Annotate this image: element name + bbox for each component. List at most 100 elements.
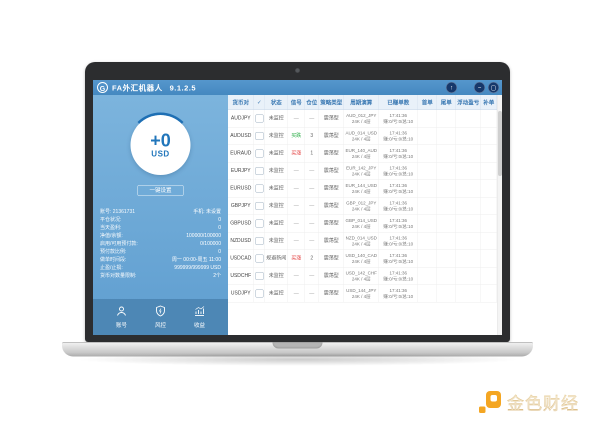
user-icon <box>116 305 128 320</box>
cell-check[interactable] <box>254 267 265 285</box>
maximize-button[interactable]: ▢ <box>488 82 499 93</box>
sidebar-button-账号[interactable]: 账号 <box>116 305 128 329</box>
stat-value: 100000/100000 <box>186 233 221 239</box>
cell-check[interactable] <box>254 180 265 197</box>
stat-row: 账号: 21361731 手机: 未设置 <box>100 208 221 216</box>
cell-floating <box>456 285 481 302</box>
row-checkbox[interactable] <box>255 202 264 210</box>
cell-position: — <box>305 285 319 302</box>
table-row[interactable]: AUDJPY 未监控 — — 震荡型 AUD_012_JPY 24K / 4层 17:41:3… <box>228 110 502 128</box>
cell-extra <box>481 162 497 180</box>
watermark-text: 金色财经 <box>507 390 579 415</box>
cell-orders: 17:41:36 赚:0/亏:0/总:10 <box>379 232 418 250</box>
minimize-button[interactable]: − <box>474 82 485 93</box>
cell-first <box>418 197 437 215</box>
cell-extra <box>481 110 497 127</box>
stat-row: 平仓状况: 0 <box>100 216 221 224</box>
cell-first <box>418 180 437 197</box>
cell-signal: 买跌 <box>288 127 305 145</box>
cell-check[interactable] <box>254 110 265 127</box>
stat-label: 启用/可用预付款: <box>100 241 138 247</box>
table-row[interactable]: EURUSD 未监控 — — 震荡型 EUR_144_USD 24K / 4层 17:41:3… <box>228 180 502 198</box>
cell-first <box>418 145 437 162</box>
app-title: FA外汇机器人 9.1.2.5 <box>112 82 196 93</box>
table-row[interactable]: EURJPY 未监控 — — 震荡型 EUR_142_JPY 24K / 4层 17:41:3… <box>228 162 502 180</box>
laptop-notch <box>272 342 323 349</box>
upload-button[interactable]: ↑ <box>446 82 457 93</box>
cell-floating <box>456 145 481 162</box>
cell-last <box>437 250 456 267</box>
cell-check[interactable] <box>254 197 265 215</box>
cell-cycle: EUR_144_USD 24K / 4层 <box>344 180 379 197</box>
cell-check[interactable] <box>254 162 265 180</box>
table-row[interactable]: GBPJPY 未监控 — — 震荡型 GBP_012_JPY 24K / 4层 17:41:3… <box>228 197 502 215</box>
one-key-setup-button[interactable]: 一键设置 <box>137 185 184 196</box>
cell-floating <box>456 197 481 215</box>
cell-position: — <box>305 162 319 180</box>
cell-signal: 买涨 <box>288 250 305 267</box>
cell-position: — <box>305 215 319 232</box>
laptop-shadow <box>75 353 520 366</box>
cell-check[interactable] <box>254 145 265 162</box>
column-header-signal: 信号 <box>288 95 305 110</box>
row-checkbox[interactable] <box>255 114 264 123</box>
cell-first <box>418 110 437 127</box>
column-header-floating: 浮动盈亏 <box>456 95 481 110</box>
row-checkbox[interactable] <box>255 254 264 263</box>
cell-pair: AUDJPY <box>228 110 254 127</box>
cell-position: 1 <box>305 145 319 162</box>
cell-check[interactable] <box>254 232 265 250</box>
vertical-scrollbar[interactable] <box>497 95 502 335</box>
cell-strategy: 震荡型 <box>319 232 344 250</box>
jinse-logo-icon <box>479 390 502 414</box>
row-checkbox[interactable] <box>255 219 264 228</box>
cell-pair: EURUSD <box>228 180 254 197</box>
cell-first <box>418 232 437 250</box>
cell-signal: — <box>288 197 305 215</box>
row-checkbox[interactable] <box>255 149 264 158</box>
sidebar-button-收益[interactable]: 收益 <box>194 305 206 329</box>
row-checkbox[interactable] <box>255 272 264 280</box>
cell-orders: 17:41:36 赚:0/亏:0/总:10 <box>379 267 418 285</box>
shield-icon <box>155 305 167 320</box>
cell-strategy: 震荡型 <box>319 285 344 302</box>
row-checkbox[interactable] <box>255 167 264 175</box>
cell-position: 3 <box>305 127 319 145</box>
cell-strategy: 震荡型 <box>319 180 344 197</box>
cell-check[interactable] <box>254 285 265 302</box>
cell-check[interactable] <box>254 250 265 267</box>
table-row[interactable]: USDCAD 规避新闻 买涨 2 震荡型 USD_140_CAD 24K / 4层 17:41… <box>228 250 502 268</box>
sidebar-button-风控[interactable]: 风控 <box>155 305 167 329</box>
table-row[interactable]: USDJPY 未监控 — — 震荡型 USD_144_JPY 24K / 4层 17:41:3… <box>228 285 502 303</box>
cell-position: — <box>305 267 319 285</box>
column-header-extra: 补单 <box>481 95 497 110</box>
cell-first <box>418 162 437 180</box>
table-row[interactable]: USDCHF 未监控 — — 震荡型 USD_142_CHF 24K / 4层 17:41:3… <box>228 267 502 285</box>
scrollbar-thumb[interactable] <box>498 111 502 176</box>
cell-check[interactable] <box>254 215 265 232</box>
table-row[interactable]: NZDUSD 未监控 — — 震荡型 NZD_014_USD 24K / 4层 17:41:3… <box>228 232 502 250</box>
cell-last <box>437 267 456 285</box>
stat-row: 做单时间段: 周一 00:00-周五 11:00 <box>100 256 221 264</box>
table-row[interactable]: AUDUSD 未监控 买跌 3 震荡型 AUD_014_USD 24K / 4层 17:41:… <box>228 127 502 145</box>
cell-cycle: USD_140_CAD 24K / 4层 <box>344 250 379 267</box>
row-checkbox[interactable] <box>255 184 264 193</box>
table-row[interactable]: GBPUSD 未监控 — — 震荡型 GBP_014_USD 24K / 4层 17:41:3… <box>228 215 502 233</box>
cell-extra <box>481 145 497 162</box>
cell-check[interactable] <box>254 127 265 145</box>
cell-floating <box>456 232 481 250</box>
stat-label: 止盈/止损: <box>100 265 123 271</box>
cell-cycle: GBP_014_USD 24K / 4层 <box>344 215 379 232</box>
cell-extra <box>481 127 497 145</box>
cell-floating <box>456 110 481 127</box>
row-checkbox[interactable] <box>255 237 264 245</box>
cell-floating <box>456 180 481 197</box>
cell-pair: USDJPY <box>228 285 254 302</box>
table-row[interactable]: EURAUD 未监控 买涨 1 震荡型 EUR_140_AUD 24K / 4层 17:41:… <box>228 145 502 163</box>
row-checkbox[interactable] <box>255 289 264 298</box>
stat-value: 0/100000 <box>200 241 221 247</box>
window-controls: ↑ − ▢ <box>443 82 499 94</box>
stat-row: 货币对数量限制: 2个 <box>100 272 221 280</box>
cell-first <box>418 127 437 145</box>
row-checkbox[interactable] <box>255 132 264 140</box>
